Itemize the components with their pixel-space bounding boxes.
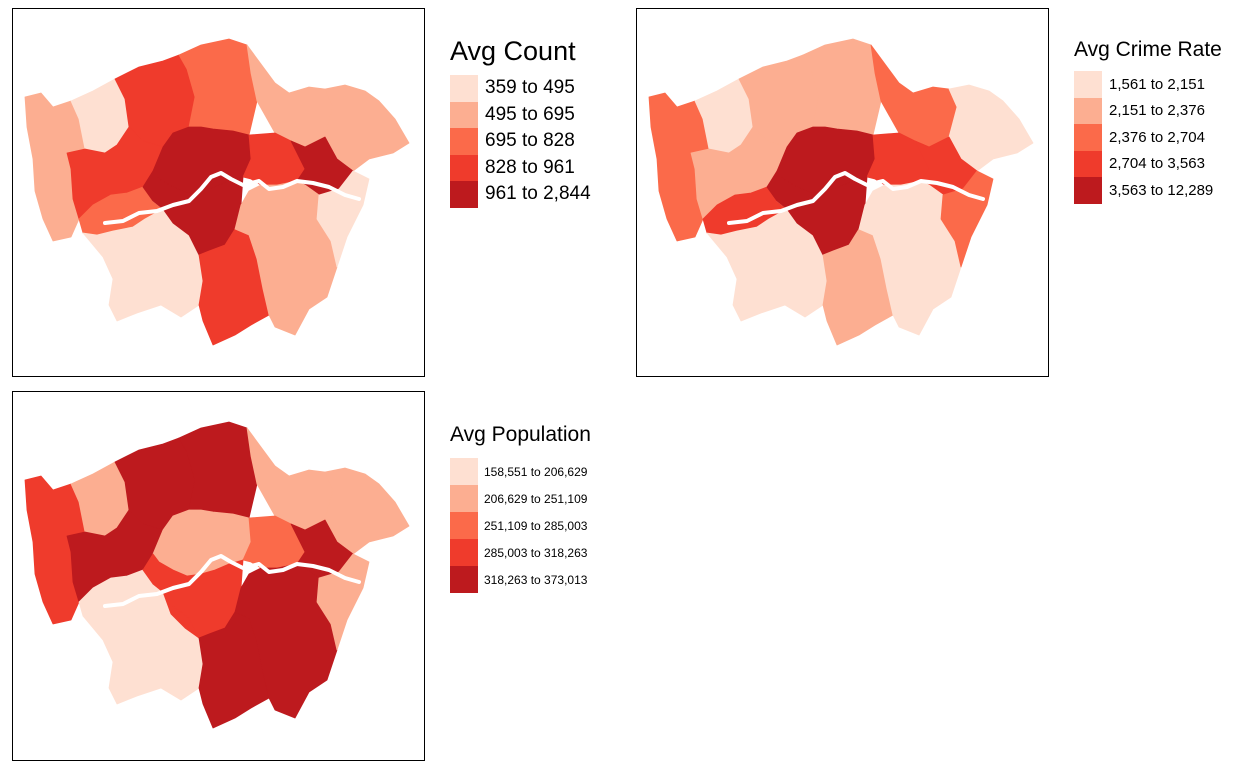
legend-label: 1,561 to 2,151: [1109, 75, 1205, 93]
legend-title: Avg Count: [450, 36, 576, 66]
legend-item: 2,151 to 2,376: [1074, 97, 1222, 124]
legend-swatch: [450, 128, 478, 155]
legend-item: 961 to 2,844: [450, 181, 591, 208]
region-east: [940, 170, 994, 268]
legend-swatch: [1074, 177, 1102, 204]
legend-label: 3,563 to 12,289: [1109, 181, 1214, 199]
boroughs-group: [24, 38, 410, 346]
legend-item: 359 to 495: [450, 75, 591, 102]
legend-label: 828 to 961: [485, 156, 575, 178]
legend-label: 2,704 to 3,563: [1109, 155, 1205, 173]
map-panel-avg-crime-rate: [636, 8, 1049, 377]
region-east: [316, 170, 370, 268]
region-far-east: [324, 84, 410, 172]
legend-label: 961 to 2,844: [485, 183, 591, 205]
legend-item: 2,704 to 3,563: [1074, 150, 1222, 177]
thames-river: [103, 554, 361, 608]
legend-title: Avg Population: [450, 423, 591, 446]
legend-label: 318,263 to 373,013: [484, 572, 588, 587]
region-far-east: [324, 467, 410, 555]
legend-item: 2,376 to 2,704: [1074, 124, 1222, 151]
region-east: [316, 553, 370, 651]
legend-label: 206,629 to 251,109: [484, 491, 588, 506]
legend-item: 1,561 to 2,151: [1074, 71, 1222, 98]
london-choropleth-map: [648, 38, 1034, 346]
legend-label: 695 to 828: [485, 130, 575, 152]
legend-label: 495 to 695: [485, 103, 575, 125]
london-choropleth-map: [24, 421, 410, 729]
legend-label: 2,376 to 2,704: [1109, 128, 1205, 146]
legend-swatch: [1074, 97, 1102, 124]
region-far-east: [948, 84, 1034, 172]
thames-river: [103, 171, 361, 225]
london-choropleth-map: [24, 38, 410, 346]
legend-avg-crime-rate: Avg Crime Rate 1,561 to 2,151 2,151 to 2,…: [1074, 38, 1222, 204]
legend-label: 359 to 495: [485, 77, 575, 99]
boroughs-group: [648, 38, 1034, 346]
legend-item: 206,629 to 251,109: [450, 485, 591, 512]
legend-swatch: [1074, 71, 1102, 98]
legend-item: 495 to 695: [450, 101, 591, 128]
legend-item: 695 to 828: [450, 128, 591, 155]
legend-item: 251,109 to 285,003: [450, 512, 591, 539]
legend-label: 2,151 to 2,376: [1109, 102, 1205, 120]
map-panel-avg-count: [12, 8, 425, 377]
legend-label: 251,109 to 285,003: [484, 518, 588, 533]
legend-item: 158,551 to 206,629: [450, 458, 591, 485]
region-north-east: [246, 44, 334, 148]
legend-swatch: [450, 154, 478, 181]
legend-label: 285,003 to 318,263: [484, 545, 588, 560]
legend-swatch: [450, 458, 478, 485]
legend-title: Avg Crime Rate: [1074, 38, 1222, 61]
legend-avg-population: Avg Population 158,551 to 206,629 206,629…: [450, 423, 591, 593]
legend-swatch: [450, 539, 478, 566]
legend-swatch: [1074, 124, 1102, 151]
legend-item: 828 to 961: [450, 154, 591, 181]
legend-item: 318,263 to 373,013: [450, 566, 591, 593]
boroughs-group: [24, 421, 410, 729]
legend-item: 3,563 to 12,289: [1074, 177, 1222, 204]
region-north-east: [870, 44, 958, 148]
legend-swatch: [450, 512, 478, 539]
region-south-east: [234, 563, 338, 719]
legend-label: 158,551 to 206,629: [484, 464, 588, 479]
legend-avg-count: Avg Count 359 to 495 495 to 695 695 to 828…: [450, 36, 591, 208]
legend-swatch: [450, 485, 478, 512]
region-north-east: [246, 427, 334, 531]
legend-swatch: [450, 181, 478, 208]
legend-swatch: [450, 75, 478, 102]
map-panel-avg-population: [12, 391, 425, 761]
legend-swatch: [450, 566, 478, 593]
thames-river: [727, 171, 985, 225]
legend-swatch: [1074, 150, 1102, 177]
region-south-east: [234, 180, 338, 336]
legend-swatch: [450, 101, 478, 128]
region-south-east: [858, 180, 962, 336]
legend-item: 285,003 to 318,263: [450, 539, 591, 566]
